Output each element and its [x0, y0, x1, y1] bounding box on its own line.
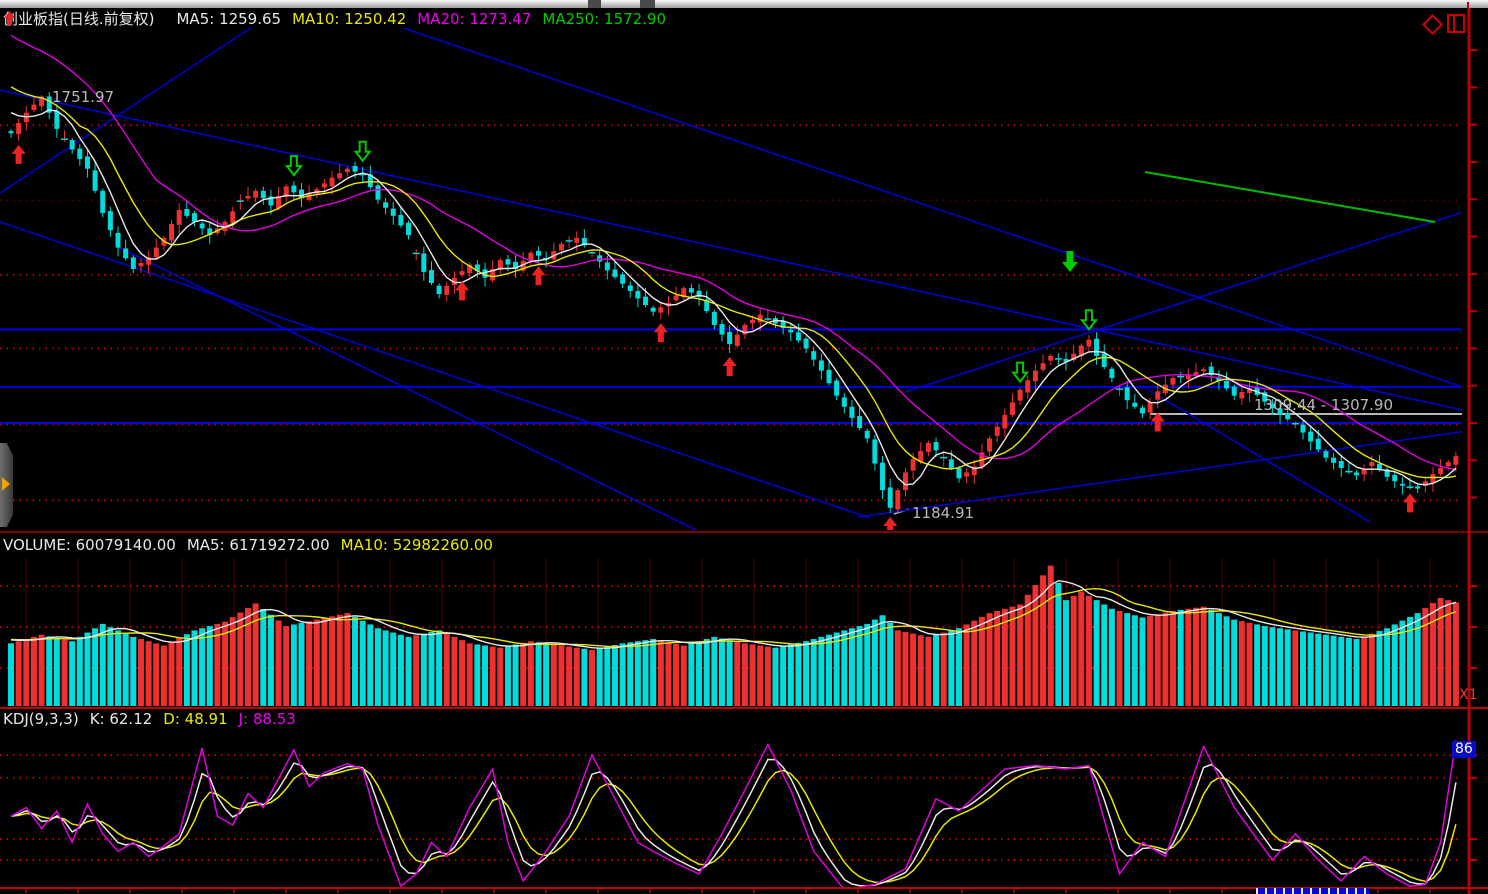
volume-header: VOLUME: 60079140.00 MA5: 61719272.00 MA1… — [3, 536, 493, 554]
low-price-label: 1184.91 — [912, 504, 975, 522]
volume-scale-label: X1 — [1459, 687, 1478, 703]
kdj-axis-value-label: 86 — [1452, 741, 1476, 758]
high-price-label: 1751.97 — [52, 88, 115, 106]
volume-ma10-label: MA10: 52982260.00 — [340, 536, 493, 554]
price-range-label: 1309.44 - 1307.90 — [1254, 396, 1394, 414]
crosshair-date-label — [1256, 888, 1369, 894]
split-window-icon[interactable] — [1447, 14, 1465, 33]
symbol-title: 创业板指(日线.前复权) — [3, 10, 155, 28]
kdj-j-label: J: 88.53 — [238, 710, 296, 728]
ma5-label: MA5: 1259.65 — [176, 10, 282, 28]
toolbar-notch — [1467, 2, 1469, 8]
ma10-label: MA10: 1250.42 — [292, 10, 407, 28]
kdj-d-label: D: 48.91 — [163, 710, 228, 728]
main-chart-header: 创业板指(日线.前复权) MA5: 1259.65 MA10: 1250.42 … — [3, 10, 666, 28]
volume-label: VOLUME: 60079140.00 — [3, 536, 176, 554]
ma250-label: MA250: 1572.90 — [542, 10, 667, 28]
toolbar-edge — [0, 0, 1488, 8]
kdj-k-label: K: 62.12 — [89, 710, 153, 728]
sidebar-expand-handle[interactable] — [0, 443, 13, 527]
kdj-label: KDJ(9,3,3) — [3, 710, 79, 728]
kdj-header: KDJ(9,3,3) K: 62.12 D: 48.91 J: 88.53 — [3, 710, 296, 728]
toolbar-notch — [588, 0, 601, 8]
expand-arrow-icon — [2, 477, 10, 491]
toolbar-notch — [640, 0, 655, 8]
ma20-label: MA20: 1273.47 — [417, 10, 532, 28]
volume-ma5-label: MA5: 61719272.00 — [186, 536, 330, 554]
